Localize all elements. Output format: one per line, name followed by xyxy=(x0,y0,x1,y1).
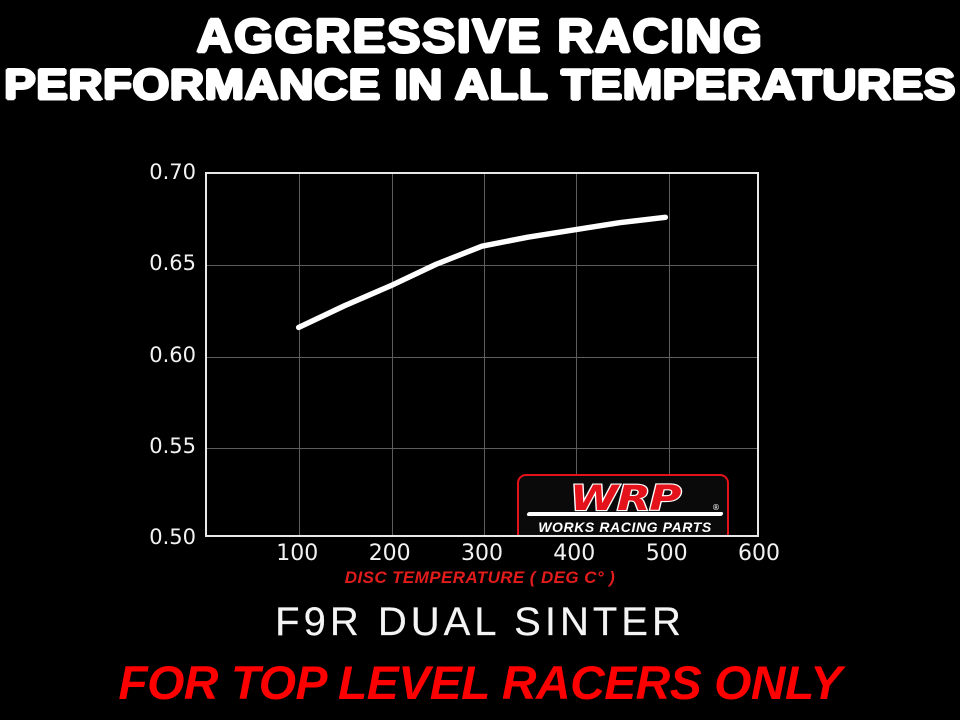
performance-chart: WRP ® WORKS RACING PARTS 0.50 0.55 0.60 0.6… xyxy=(0,150,960,587)
x-tick-label: 300 xyxy=(461,541,503,566)
friction-curve xyxy=(295,214,669,331)
wrp-logo: WRP ® WORKS RACING PARTS xyxy=(517,474,729,535)
logo-mark-text: WRP xyxy=(568,478,682,520)
x-tick-label: 400 xyxy=(553,541,596,566)
y-tick-label: 0.65 xyxy=(149,251,196,276)
curve-svg xyxy=(295,214,669,331)
y-tick-label: 0.50 xyxy=(149,525,196,549)
headline-line-1: AGGRESSIVE RACING xyxy=(196,9,764,62)
vertical-gridline xyxy=(576,174,578,535)
vertical-gridline xyxy=(391,174,393,535)
x-tick-label: 200 xyxy=(368,541,411,566)
headline-block: AGGRESSIVE RACING PERFORMANCE IN ALL TEM… xyxy=(0,9,960,109)
registered-trademark-icon: ® xyxy=(712,503,720,512)
vertical-gridline xyxy=(299,174,301,535)
x-tick-label: 600 xyxy=(738,541,780,566)
plot-area: WRP ® WORKS RACING PARTS xyxy=(205,172,759,537)
x-axis-label: DISC TEMPERATURE ( DEG C° ) xyxy=(344,568,616,587)
horizontal-gridline xyxy=(207,356,757,358)
product-name: F9R DUAL SINTER xyxy=(275,600,685,644)
horizontal-gridline xyxy=(207,265,757,267)
horizontal-gridline xyxy=(207,447,757,449)
y-tick-label: 0.60 xyxy=(149,342,196,367)
logo-mark: WRP xyxy=(519,478,727,520)
vertical-gridline xyxy=(484,174,485,535)
y-tick-label: 0.55 xyxy=(149,433,196,458)
logo-subtitle: WORKS RACING PARTS xyxy=(538,519,712,535)
vertical-gridline xyxy=(668,174,670,535)
y-tick-label: 0.70 xyxy=(149,160,196,184)
headline-line-2: PERFORMANCE IN ALL TEMPERATURES xyxy=(3,61,956,109)
x-tick-label: 100 xyxy=(276,541,319,566)
tagline: FOR TOP LEVEL RACERS ONLY xyxy=(118,656,842,709)
x-tick-label: 500 xyxy=(645,541,688,566)
